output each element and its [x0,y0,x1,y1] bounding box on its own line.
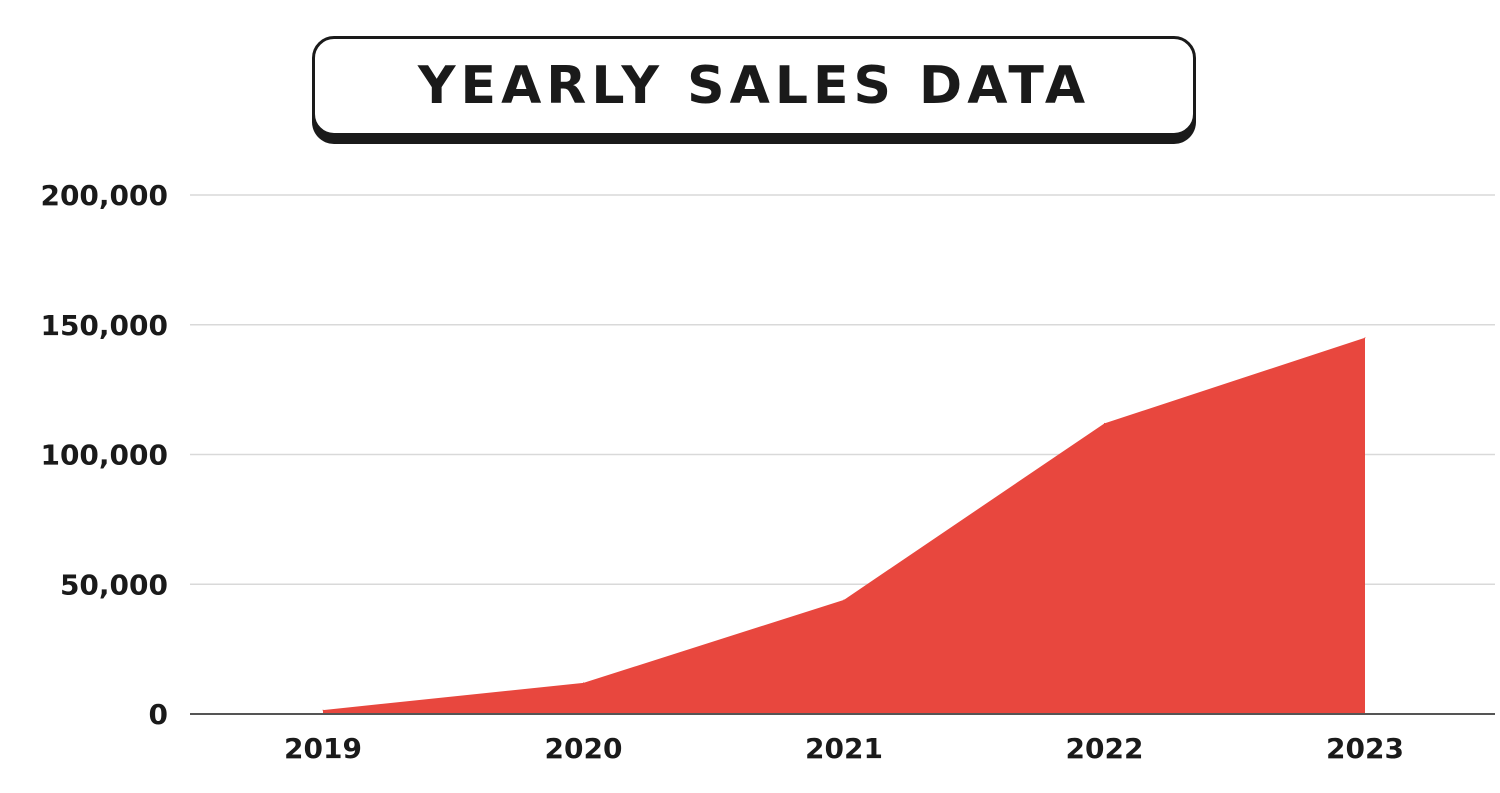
data-point [322,709,324,711]
y-tick-label: 50,000 [60,568,168,601]
x-tick-label: 2020 [545,732,623,765]
data-point [1104,422,1105,424]
x-tick-label: 2023 [1326,732,1404,765]
y-tick-label: 100,000 [40,439,168,472]
y-axis-ticks: 0 50,000 100,000 150,000 200,000 [40,179,168,731]
x-tick-label: 2022 [1066,732,1144,765]
sales-area [323,337,1365,714]
y-tick-label: 200,000 [40,179,168,212]
x-axis-ticks: 2019 2020 2021 2022 2023 [284,732,1404,765]
chart-title: YEARLY SALES DATA [417,56,1091,116]
x-tick-label: 2019 [284,732,362,765]
y-tick-label: 150,000 [40,309,168,342]
x-tick-label: 2021 [805,732,883,765]
data-point [1364,337,1366,339]
data-point [583,682,584,684]
area-series [322,337,1366,714]
y-tick-label: 0 [149,698,168,731]
chart-title-box: YEARLY SALES DATA [312,36,1196,136]
data-point [843,599,845,601]
